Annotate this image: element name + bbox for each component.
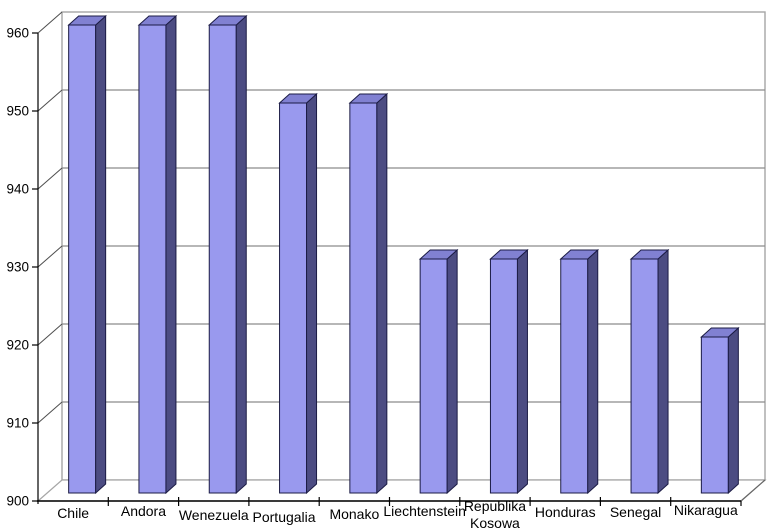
bar-top-face bbox=[207, 15, 248, 26]
bar-front-face bbox=[560, 258, 589, 494]
bar-front-face bbox=[349, 102, 378, 494]
x-axis-label: Nikaragua bbox=[674, 502, 738, 518]
x-axis-label: Monako bbox=[329, 506, 379, 522]
y-axis-label: 920 bbox=[6, 338, 29, 353]
bar bbox=[489, 248, 529, 495]
left-wall-grid-line bbox=[37, 89, 63, 112]
bar bbox=[67, 14, 107, 495]
bar-side-face bbox=[516, 248, 528, 495]
bar-top-face bbox=[700, 327, 740, 338]
bar-front-face bbox=[208, 24, 237, 494]
x-axis-label: Senegal bbox=[610, 504, 661, 520]
y-axis-label: 960 bbox=[6, 26, 29, 41]
left-wall-grid-line bbox=[37, 245, 63, 268]
bar-front-face bbox=[630, 258, 659, 494]
bar bbox=[559, 248, 600, 495]
bar-front-face bbox=[489, 258, 518, 494]
bar-side-face bbox=[306, 92, 318, 495]
bar bbox=[700, 326, 740, 495]
bar-top-face bbox=[629, 249, 670, 260]
bar-top-face bbox=[489, 249, 529, 260]
y-axis-label: 950 bbox=[6, 104, 29, 119]
bar-side-face bbox=[657, 248, 669, 495]
y-axis-label: 910 bbox=[6, 416, 29, 431]
left-wall-grid-line bbox=[37, 11, 63, 34]
bar-top-face bbox=[278, 93, 318, 104]
x-axis-label: Portugalia bbox=[253, 509, 316, 525]
bar-front-face bbox=[68, 24, 97, 494]
left-wall-grid-line bbox=[37, 323, 63, 346]
floor-right-edge bbox=[740, 479, 766, 502]
bar-side-face bbox=[446, 248, 458, 495]
left-wall-grid-line bbox=[37, 401, 63, 424]
bar-side-face bbox=[587, 248, 599, 495]
left-wall-grid-line bbox=[37, 167, 63, 190]
bar-front-face bbox=[419, 258, 448, 494]
bar bbox=[629, 248, 670, 495]
x-axis-label: Liechtenstein bbox=[383, 503, 466, 519]
y-axis-label: 930 bbox=[6, 260, 29, 275]
x-axis-label: Republika Kosowa bbox=[464, 498, 526, 530]
y-axis-label: 900 bbox=[6, 494, 29, 509]
bar-top-face bbox=[559, 249, 600, 260]
bar-side-face bbox=[95, 14, 107, 495]
bar-front-face bbox=[138, 24, 167, 494]
bar-side-face bbox=[235, 14, 247, 495]
bar-top-face bbox=[137, 15, 178, 26]
bar bbox=[207, 14, 248, 495]
x-axis-label: Wenezuela bbox=[179, 507, 249, 523]
bar bbox=[418, 248, 459, 495]
x-axis-label: Andora bbox=[121, 503, 166, 519]
bar-top-face bbox=[418, 249, 459, 260]
x-axis-label: Chile bbox=[57, 505, 89, 521]
bar-side-face bbox=[727, 326, 739, 495]
bar-side-face bbox=[165, 14, 177, 495]
x-axis-label: Honduras bbox=[535, 504, 596, 520]
bar bbox=[137, 14, 178, 495]
bar-top-face bbox=[348, 93, 389, 104]
bar-top-face bbox=[67, 15, 107, 26]
bar bbox=[278, 92, 318, 495]
bar-front-face bbox=[700, 336, 729, 494]
bar-side-face bbox=[376, 92, 388, 495]
y-axis-label: 940 bbox=[6, 182, 29, 197]
bar bbox=[348, 92, 389, 495]
bar-front-face bbox=[279, 102, 308, 494]
